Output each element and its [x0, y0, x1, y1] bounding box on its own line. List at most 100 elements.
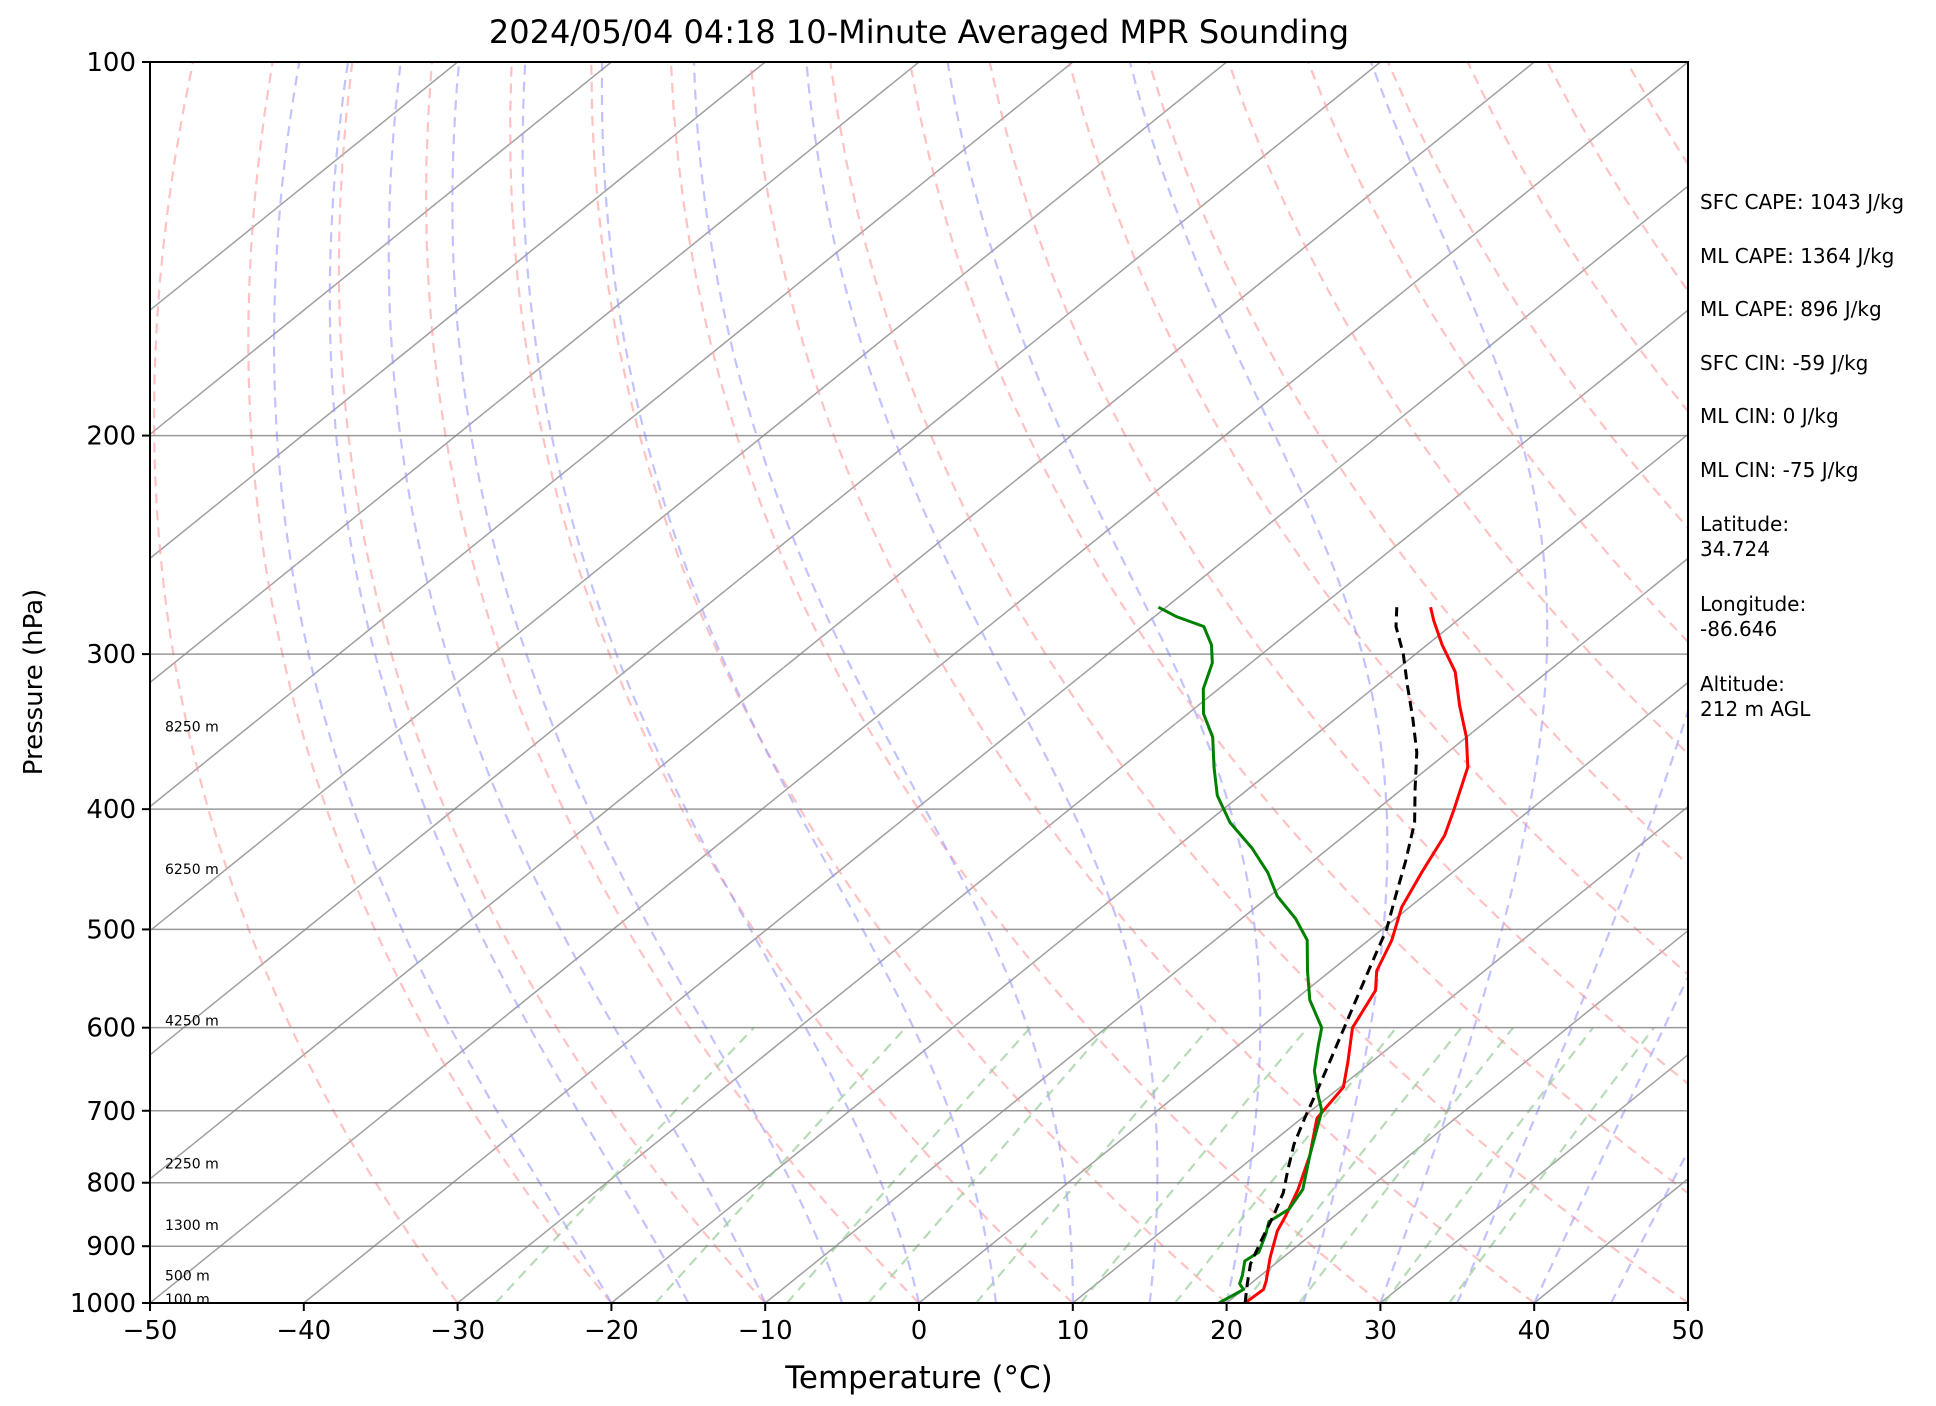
stat-ml-cin-2: ML CIN: -75 J/kg: [1700, 458, 1859, 482]
mixing-ratio-line: [1298, 1027, 1514, 1303]
height-label: 2250 m: [165, 1157, 219, 1173]
moist-adiabat-line: [805, 62, 1159, 1303]
x-tick-label: −10: [738, 1316, 793, 1346]
dry-adiabat-line: [1068, 62, 1688, 976]
mixing-ratio-line: [494, 1026, 755, 1303]
longitude-value: -86.646: [1700, 617, 1778, 641]
stat-ml-cape: ML CAPE: 1364 J/kg: [1700, 244, 1895, 268]
y-tick-label: 500: [86, 915, 136, 945]
isotherm-line: [457, 309, 1688, 1303]
isotherm-line: [610, 433, 1688, 1303]
y-tick-label: 900: [86, 1232, 136, 1262]
temperature-profile: [1244, 606, 1470, 1303]
dry-adiabat-line: [424, 62, 920, 1303]
isotherm-line: [918, 681, 1688, 1303]
isotherm-line: [150, 62, 766, 560]
height-label: 6250 m: [165, 862, 219, 878]
x-tick-label: −50: [123, 1316, 178, 1346]
mixing-ratio-line: [975, 1026, 1210, 1303]
moist-adiabat-line: [328, 62, 690, 1303]
x-tick-label: 20: [1210, 1316, 1243, 1346]
y-tick-label: 600: [86, 1014, 136, 1044]
y-tick-label: 400: [86, 795, 136, 825]
isotherm-line: [303, 185, 1688, 1303]
stat-ml-cape-2: ML CAPE: 896 J/kg: [1700, 297, 1882, 321]
isotherm-line: [150, 62, 1688, 1303]
dry-adiabat-line: [749, 62, 1535, 1303]
height-label: 4250 m: [165, 1013, 219, 1029]
x-axis: −50 −40 −30 −20 −10 0 10 20 30 40 50: [123, 1303, 1705, 1346]
y-tick-label: 200: [86, 422, 136, 452]
dry-adiabat-line: [152, 62, 459, 1303]
mixing-ratio-line: [1383, 1027, 1594, 1303]
parcel-profile: [1243, 607, 1419, 1303]
isotherm-line: [1072, 805, 1688, 1303]
moist-adiabat-line: [1456, 62, 1688, 1303]
stat-sfc-cape: SFC CAPE: 1043 J/kg: [1700, 190, 1905, 214]
height-labels: 100 m 500 m 1300 m 2250 m 4250 m 6250 m 8250 m: [165, 719, 219, 1308]
stat-sfc-cin: SFC CIN: -59 J/kg: [1700, 351, 1869, 375]
altitude-value: 212 m AGL: [1700, 697, 1811, 721]
series-layer: [1157, 605, 1470, 1303]
dry-adiabat-line: [1227, 62, 1688, 756]
isotherm-line: [150, 62, 459, 312]
height-label: 1300 m: [165, 1218, 219, 1234]
y-tick-label: 700: [86, 1097, 136, 1127]
altitude-label: Altitude:: [1700, 672, 1785, 696]
height-label: 100 m: [165, 1292, 210, 1308]
y-tick-label: 300: [86, 640, 136, 670]
moist-adiabat-line: [451, 62, 844, 1303]
dewpoint-profile: [1157, 605, 1324, 1303]
moist-adiabat-line: [600, 62, 997, 1303]
x-tick-label: 40: [1518, 1316, 1551, 1346]
isotherm-line: [150, 62, 1535, 1180]
isotherm-line: [150, 62, 1228, 932]
dry-adiabat-line: [247, 62, 613, 1303]
x-tick-label: −40: [276, 1316, 331, 1346]
moist-adiabat-line: [272, 62, 613, 1303]
mixing-ratio-line: [654, 1026, 907, 1303]
dry-adiabat-line: [669, 62, 1382, 1303]
y-tick-label: 100: [86, 48, 136, 78]
mixing-ratio-line: [1243, 1027, 1463, 1303]
y-axis-label: Pressure (hPa): [19, 589, 49, 776]
x-tick-label: −30: [430, 1316, 485, 1346]
isotherm-line: [150, 62, 1074, 808]
dry-adiabat-line: [509, 62, 1074, 1303]
isotherm-line: [150, 62, 920, 684]
x-axis-label: Temperature (°C): [784, 1360, 1053, 1396]
y-tick-label: 800: [86, 1169, 136, 1199]
x-tick-label: −20: [584, 1316, 639, 1346]
dry-adiabat-line: [590, 62, 1228, 1303]
moist-adiabat-line: [1128, 62, 1389, 1303]
latitude-value: 34.724: [1700, 537, 1770, 561]
dry-adiabat-line: [829, 62, 1688, 1303]
isotherm-line: [1226, 929, 1688, 1303]
moist-adiabat-line: [521, 62, 921, 1303]
isotherm-line: [150, 62, 612, 436]
height-label: 500 m: [165, 1268, 210, 1284]
isotherm-line: [764, 557, 1688, 1303]
moist-adiabat-line: [387, 62, 767, 1303]
isotherm-line: [1379, 1053, 1688, 1303]
y-axis: 100 200 300 400 500 600 700 800 900 1000: [70, 48, 150, 1319]
latitude-label: Latitude:: [1700, 512, 1790, 536]
longitude-label: Longitude:: [1700, 592, 1807, 616]
moist-adiabat-line: [946, 62, 1262, 1303]
chart-title: 2024/05/04 04:18 10-Minute Averaged MPR …: [489, 13, 1349, 51]
dry-adiabat-line: [908, 62, 1688, 1195]
x-tick-label: 50: [1671, 1316, 1704, 1346]
moist-adiabat-line: [692, 62, 1074, 1303]
mixing-ratio-line: [1079, 1026, 1309, 1303]
dry-adiabat-line: [1147, 62, 1688, 866]
moist-adiabat-line: [1369, 62, 1549, 1303]
y-tick-label: 1000: [70, 1289, 136, 1319]
height-label: 8250 m: [165, 719, 219, 735]
background-lines: [150, 62, 1688, 1303]
stat-ml-cin: ML CIN: 0 J/kg: [1700, 404, 1839, 428]
isotherm-line: [150, 62, 1381, 1056]
x-tick-label: 10: [1056, 1316, 1089, 1346]
x-tick-label: 0: [911, 1316, 928, 1346]
x-tick-label: 30: [1364, 1316, 1397, 1346]
